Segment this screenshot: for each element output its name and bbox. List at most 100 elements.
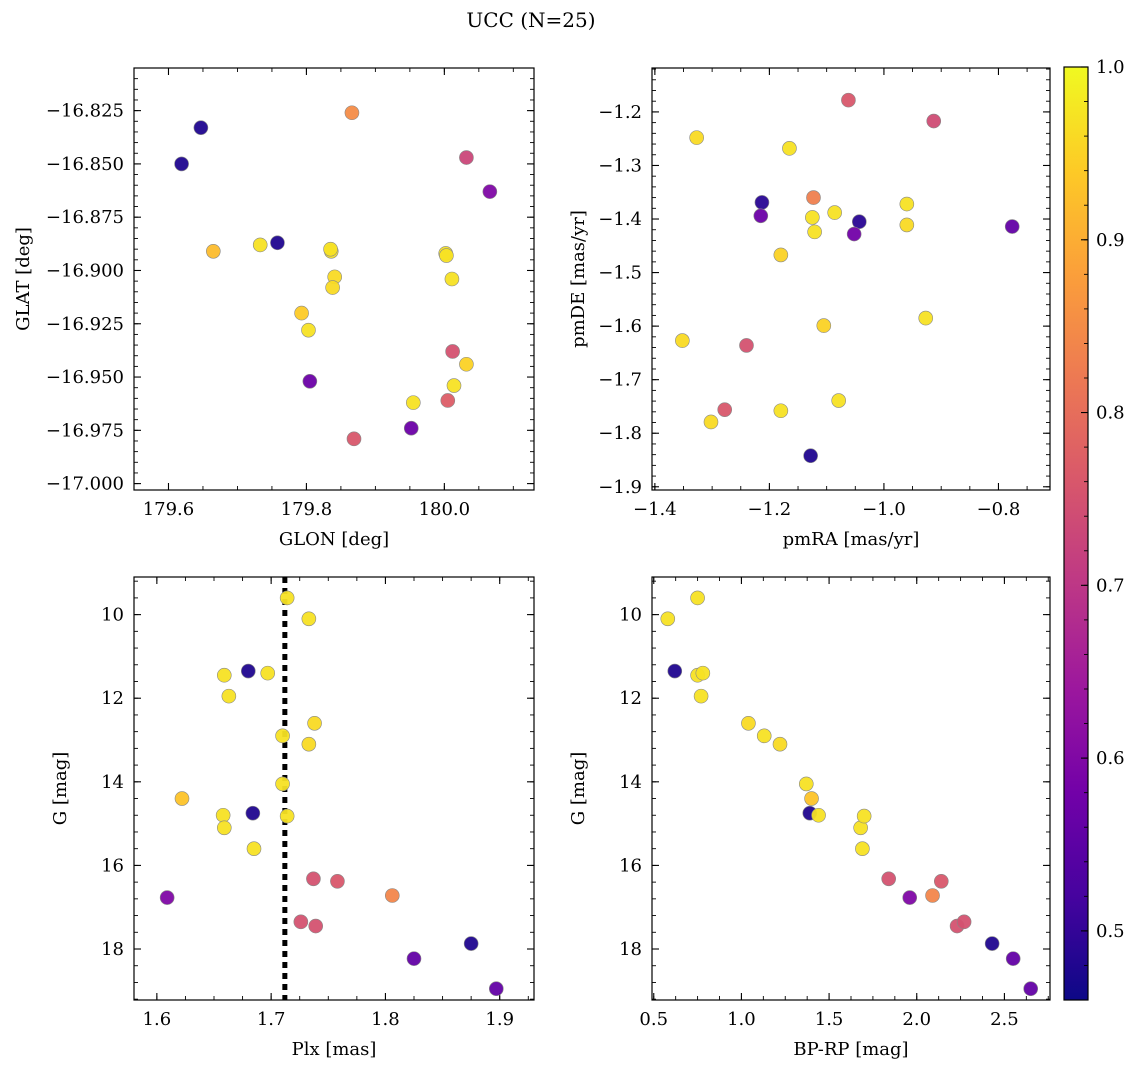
data-point — [690, 590, 705, 606]
data-point — [926, 113, 942, 129]
data-point — [881, 871, 896, 887]
data-point — [925, 888, 940, 903]
data-point — [275, 728, 290, 744]
data-point — [856, 808, 872, 824]
data-point — [806, 190, 821, 205]
data-point — [756, 728, 772, 744]
data-point — [667, 663, 683, 679]
data-point — [270, 235, 285, 251]
data-point — [174, 791, 190, 806]
data-point — [444, 271, 460, 287]
data-point — [933, 873, 949, 889]
x-tick-label: 179.8 — [281, 499, 333, 520]
y-tick-label: 18 — [619, 939, 642, 960]
y-tick-label: −1.5 — [598, 263, 642, 284]
data-point — [445, 344, 460, 359]
data-point — [689, 130, 704, 145]
data-points — [159, 590, 504, 997]
data-point — [703, 414, 719, 430]
data-point — [827, 205, 842, 220]
data-point — [753, 208, 769, 224]
data-point — [216, 667, 232, 683]
x-tick-label: 2.0 — [902, 1009, 931, 1030]
x-tick-label: −1.2 — [748, 499, 792, 520]
data-point — [260, 665, 276, 681]
y-tick-label: 16 — [101, 855, 124, 876]
data-point — [193, 120, 209, 135]
y-tick-label: −16.900 — [46, 260, 124, 281]
x-tick-label: 1.0 — [727, 1009, 756, 1030]
y-axis-label: pmDE [mas/yr] — [568, 210, 589, 348]
x-tick-label: 1.6 — [143, 1009, 172, 1030]
y-tick-label: −1.4 — [598, 209, 642, 230]
data-point — [459, 356, 474, 372]
data-point — [275, 776, 290, 792]
x-tick-label: −1.4 — [633, 499, 677, 520]
colorbar-gradient — [1064, 67, 1088, 1000]
data-point — [482, 184, 498, 199]
data-point — [346, 431, 362, 447]
data-points — [174, 105, 498, 447]
y-axis-label: GLAT [deg] — [13, 227, 34, 331]
panel-top-right: −1.4 −1.2 −1.0 −0.8 −1.9 −1.8 −1.7 −1.6 −1.5 −1.4… — [568, 67, 1051, 550]
data-point — [816, 318, 832, 333]
data-point — [279, 590, 295, 606]
data-point — [855, 841, 870, 856]
y-tick-label: 14 — [101, 772, 124, 793]
y-tick-label: 18 — [101, 939, 124, 960]
data-point — [739, 338, 754, 353]
data-point — [1023, 981, 1039, 997]
data-point — [754, 195, 770, 210]
figure-title: UCC (N=25) — [466, 8, 595, 32]
data-point — [252, 237, 268, 253]
data-point — [206, 243, 221, 259]
data-point — [841, 92, 856, 108]
data-point — [773, 247, 789, 263]
y-tick-label: 10 — [101, 605, 124, 626]
data-point — [323, 241, 338, 257]
panel-bottom-right: 0.5 1.0 1.5 2.0 2.5 10 12 14 16 18 BP-RP [mag] G [m… — [568, 576, 1051, 1060]
colorbar-tick-label: 0.7 — [1096, 575, 1125, 596]
data-point — [403, 420, 419, 436]
data-point — [246, 841, 262, 856]
y-tick-label: −1.2 — [598, 102, 642, 123]
data-point — [798, 776, 814, 792]
data-point — [406, 951, 422, 966]
y-tick-label: −16.875 — [46, 207, 124, 228]
y-tick-label: −16.925 — [46, 314, 124, 335]
axes-frame — [133, 67, 535, 491]
colorbar-tick-label: 1.0 — [1096, 57, 1125, 78]
data-point — [956, 914, 972, 930]
data-point — [772, 736, 788, 752]
colorbar-tick-label: 0.6 — [1096, 748, 1125, 769]
data-points — [660, 590, 1039, 997]
data-point — [902, 890, 918, 905]
x-axis-label: GLON [deg] — [279, 529, 389, 550]
data-point — [307, 715, 322, 731]
data-point — [803, 448, 818, 464]
data-points — [675, 92, 1020, 464]
data-point — [301, 322, 316, 338]
colorbar-tick-label: 0.9 — [1096, 230, 1125, 251]
data-point — [1004, 219, 1020, 234]
data-point — [406, 395, 421, 410]
y-tick-label: −1.3 — [598, 155, 642, 176]
data-point — [174, 156, 189, 172]
data-point — [384, 888, 400, 903]
data-point — [216, 820, 232, 836]
panel-top-left: 179.6 179.8 180.0 −17.000 −16.975 −16.950 −16.… — [13, 67, 535, 550]
x-tick-label: 1.8 — [371, 1009, 400, 1030]
x-tick-label: 1.5 — [815, 1009, 844, 1030]
axes-frame — [133, 576, 535, 1001]
x-axis-label: Plx [mas] — [292, 1039, 377, 1060]
data-point — [293, 914, 309, 930]
data-point — [325, 280, 340, 295]
y-tick-label: 10 — [619, 605, 642, 626]
y-axis-label: G [mag] — [50, 752, 71, 825]
data-point — [446, 378, 462, 393]
data-point — [695, 665, 711, 681]
data-point — [279, 808, 295, 824]
axes-frame — [651, 67, 1051, 491]
data-point — [294, 305, 309, 321]
